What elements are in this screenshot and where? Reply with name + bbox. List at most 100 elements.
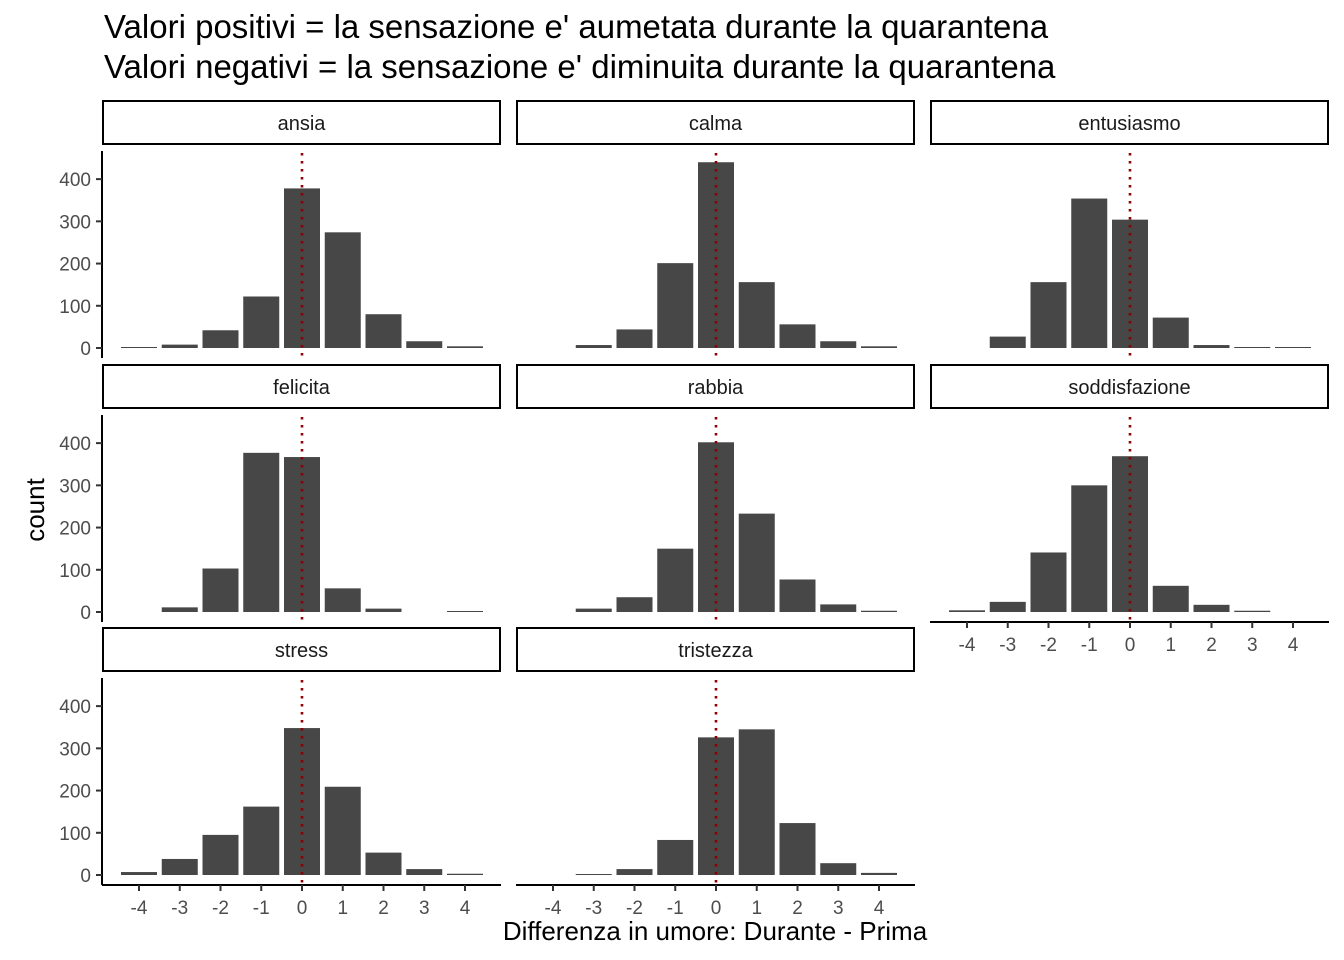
facet-strip (930, 100, 1329, 145)
bar (324, 588, 361, 612)
bar (738, 513, 775, 612)
x-tick-label: 2 (792, 898, 803, 919)
bar (698, 737, 734, 875)
bar (1030, 282, 1067, 348)
facet-panel-felicita: felicita 0 100 200 300 400 (59, 364, 501, 624)
x-tick-label: 1 (751, 898, 762, 919)
y-tick-label: 100 (59, 297, 91, 318)
facet-strip-label: entusiasmo (1078, 113, 1180, 135)
facet-strip (102, 627, 501, 672)
bar (698, 442, 734, 612)
bar (365, 314, 402, 348)
bar (1071, 198, 1108, 348)
y-axis-title: count (20, 477, 50, 541)
x-tick-label: -4 (959, 635, 976, 656)
x-tick-label: 1 (1165, 635, 1176, 656)
bar (1234, 347, 1271, 348)
bar (861, 346, 897, 348)
bar (1275, 347, 1311, 348)
facet-strip (516, 364, 915, 409)
y-tick-label: 200 (59, 519, 91, 540)
facet-panel-rabbia: rabbia (516, 364, 915, 622)
y-tick-label: 0 (80, 866, 91, 887)
bar (657, 263, 694, 348)
x-tick-label: 1 (337, 898, 348, 919)
bar (779, 579, 816, 612)
x-tick-label: -3 (585, 898, 602, 919)
x-tick-label: -2 (1040, 635, 1057, 656)
y-tick-label: 300 (59, 739, 91, 760)
bar (616, 869, 653, 875)
bar (243, 806, 280, 875)
bar (202, 330, 239, 348)
facet-strip (516, 100, 915, 145)
bar (1071, 485, 1108, 612)
bar (447, 611, 483, 612)
bar (1234, 610, 1271, 612)
y-tick-label: 300 (59, 476, 91, 497)
y-tick-label: 0 (80, 339, 91, 360)
y-tick-label: 200 (59, 255, 91, 276)
x-tick-label: -1 (667, 898, 684, 919)
facet-panel-calma: calma (516, 100, 915, 358)
y-tick-label: 300 (59, 212, 91, 233)
y-tick-label: 100 (59, 561, 91, 582)
x-tick-label: 3 (1247, 635, 1258, 656)
facet-strip-label: calma (689, 113, 743, 135)
x-tick-label: 2 (1206, 635, 1217, 656)
bar (447, 873, 483, 875)
x-tick-label: -1 (253, 898, 270, 919)
bar (861, 610, 897, 612)
bar (324, 232, 361, 348)
bar (365, 608, 402, 612)
bar (698, 162, 734, 348)
x-axis-title: Differenza in umore: Durante - Prima (503, 916, 928, 946)
x-tick-label: 0 (1125, 635, 1136, 656)
facet-strip-label: soddisfazione (1068, 377, 1190, 399)
bar (284, 188, 320, 348)
facet-panel-tristezza: tristezza -4 -3 -2 -1 0 1 2 3 4 (516, 627, 915, 919)
bar (616, 329, 653, 348)
bar (1152, 585, 1189, 612)
bar (989, 601, 1026, 612)
bar (616, 597, 653, 612)
x-tick-label: 0 (711, 898, 722, 919)
facet-strip-label: rabbia (688, 377, 744, 399)
bar (161, 607, 198, 612)
bar (989, 336, 1026, 348)
bar (949, 610, 985, 612)
chart-title-line-2: Valori negativi = la sensazione e' dimin… (104, 48, 1056, 85)
bar (202, 568, 239, 612)
y-tick-label: 100 (59, 824, 91, 845)
bar (121, 872, 157, 875)
bar (243, 296, 280, 348)
bar (447, 346, 483, 348)
x-tick-label: 0 (297, 898, 308, 919)
bar (406, 341, 443, 348)
bar (575, 874, 612, 875)
y-tick-label: 0 (80, 603, 91, 624)
facet-panel-stress: stress 0 100 200 300 400 -4 -3 -2 -1 0 1 2 3 4 (59, 627, 501, 919)
bar (575, 608, 612, 612)
x-tick-label: -2 (626, 898, 643, 919)
bar (657, 839, 694, 875)
facet-strip (516, 627, 915, 672)
bar (1030, 552, 1067, 612)
bar (657, 548, 694, 612)
y-tick-label: 400 (59, 170, 91, 191)
chart-title-line-1: Valori positivi = la sensazione e' aumet… (104, 8, 1049, 45)
x-tick-label: -3 (999, 635, 1016, 656)
x-tick-label: 3 (833, 898, 844, 919)
bar (284, 457, 320, 612)
x-tick-label: 3 (419, 898, 430, 919)
bar (820, 604, 857, 612)
bar (738, 729, 775, 875)
facet-strip-label: tristezza (678, 640, 753, 662)
x-tick-label: -1 (1081, 635, 1098, 656)
bar (861, 872, 897, 875)
bar (575, 345, 612, 348)
bar (1193, 345, 1230, 348)
bar (324, 786, 361, 875)
bar (243, 452, 280, 612)
